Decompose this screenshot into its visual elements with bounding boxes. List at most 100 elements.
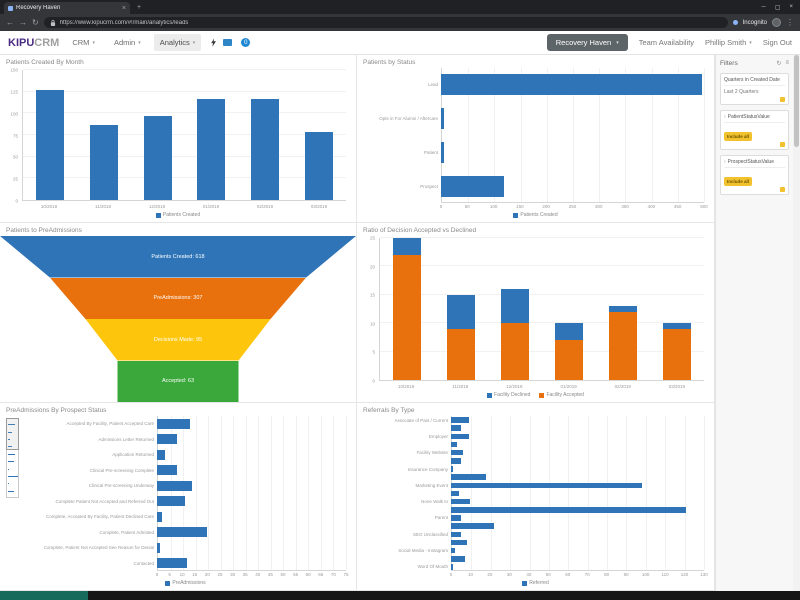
bar[interactable] [451,539,467,546]
horizontal-bar-chart: Accepted By Facility, Patient Accepted C… [21,416,350,588]
bar[interactable] [451,515,461,521]
bar[interactable] [451,433,469,440]
scrollbar-thumb[interactable] [794,55,799,147]
bar[interactable] [392,238,422,256]
bar[interactable] [157,418,190,429]
bar[interactable] [157,542,160,553]
extension-icon[interactable] [732,20,738,25]
category-label: Facility Website [416,450,448,456]
bar[interactable] [441,108,444,130]
bar[interactable] [554,340,584,380]
filter-card-patient-status[interactable]: › PatientStatusValue Include all [720,110,789,150]
back-button[interactable]: ← [6,17,14,27]
bar[interactable] [446,328,476,380]
filter-card-prospect-status[interactable]: › ProspectStatusValue Include all [720,155,789,195]
chat-icon[interactable] [223,39,233,46]
axis-tick-label: 250 [568,204,577,209]
window-close-button[interactable]: × [789,3,793,10]
bar[interactable] [451,449,463,456]
bar[interactable] [143,115,172,200]
bar[interactable] [662,328,692,380]
bar[interactable] [662,323,692,329]
bar[interactable] [500,323,530,380]
bar[interactable] [157,480,193,491]
menu-admin[interactable]: Admin ▾ [113,38,141,47]
address-bar[interactable]: https://www.kipucrm.com/#!/main/analytic… [43,17,728,28]
bar[interactable] [441,141,445,163]
bar[interactable] [451,466,453,472]
browser-tab[interactable]: Recovery Haven × [4,2,130,14]
menu-analytics[interactable]: Analytics ▾ [153,34,202,51]
bar[interactable] [157,465,178,476]
bar[interactable] [451,490,459,497]
bar[interactable] [197,98,226,200]
bar[interactable] [35,89,64,200]
funnel-segment[interactable]: Accepted: 63 [117,360,239,402]
bar[interactable] [500,289,530,324]
browser-menu-icon[interactable]: ⋮ [786,18,794,27]
facility-selector-button[interactable]: Recovery Haven ▾ [546,34,628,51]
filter-edit-icon[interactable] [780,142,785,147]
kipucrm-logo[interactable]: KIPUCRM [8,36,60,49]
filter-chip[interactable]: Include all [724,177,753,186]
bar[interactable] [451,564,453,570]
bar[interactable] [608,311,638,380]
bar[interactable] [441,175,505,197]
filter-edit-icon[interactable] [780,187,785,192]
forward-button[interactable]: → [19,17,27,27]
funnel-segment[interactable]: PreAdmissions: 307 [49,277,307,319]
bar[interactable] [451,555,465,562]
bar[interactable] [451,441,457,448]
minimap-thumb[interactable] [6,418,19,450]
user-menu[interactable]: Phillip Smith ▾ [705,38,752,47]
bar[interactable] [157,558,188,569]
page-scrollbar[interactable] [793,55,800,591]
hamburger-menu-icon[interactable]: ≡ [785,60,789,66]
bar[interactable] [157,449,165,460]
bar[interactable] [451,547,455,554]
filter-chip[interactable]: Include all [724,132,753,141]
gridline [587,416,589,570]
bar[interactable] [89,124,118,200]
bar[interactable] [451,498,471,505]
bar[interactable] [392,255,422,380]
bar[interactable] [157,527,208,538]
notification-badge[interactable]: 0 [241,38,251,47]
window-maximize-button[interactable]: ▢ [774,4,781,11]
bar[interactable] [451,531,461,538]
filter-card-quarters[interactable]: Quarters in Created Date Last 2 Quarters [720,73,789,105]
window-minimize-button[interactable]: ─ [761,3,766,10]
bar[interactable] [451,458,461,464]
bar[interactable] [451,523,494,529]
bar[interactable] [305,131,334,200]
refresh-icon[interactable]: ↻ [776,61,782,67]
expand-icon[interactable]: › [724,114,726,120]
lightning-icon[interactable] [210,37,217,48]
bar[interactable] [451,507,687,513]
y-axis: 0 5 10 15 20 25 [363,236,377,384]
bar[interactable] [451,474,487,480]
filter-edit-icon[interactable] [780,97,785,102]
sign-out-link[interactable]: Sign Out [762,38,792,47]
bar[interactable] [554,323,584,341]
bar[interactable] [608,306,638,312]
funnel-segment[interactable]: Decisions Made: 95 [85,319,271,361]
funnel-segment[interactable]: Patients Created: 618 [0,236,356,278]
bar[interactable] [451,482,642,489]
bar[interactable] [441,74,703,96]
new-tab-button[interactable]: + [137,3,142,11]
bar[interactable] [157,434,178,445]
team-availability-link[interactable]: Team Availability [638,38,695,47]
bar[interactable] [157,496,185,507]
tab-close-icon[interactable]: × [121,4,126,12]
reload-button[interactable]: ↻ [32,17,39,27]
expand-icon[interactable]: › [724,159,726,165]
gridline [520,68,522,202]
bar[interactable] [446,294,476,329]
bar[interactable] [451,417,469,423]
bar[interactable] [251,98,280,200]
bar[interactable] [451,425,461,431]
chart-scroll-preview[interactable] [6,418,19,498]
bar[interactable] [157,511,163,522]
menu-crm[interactable]: CRM ▾ [72,38,95,47]
